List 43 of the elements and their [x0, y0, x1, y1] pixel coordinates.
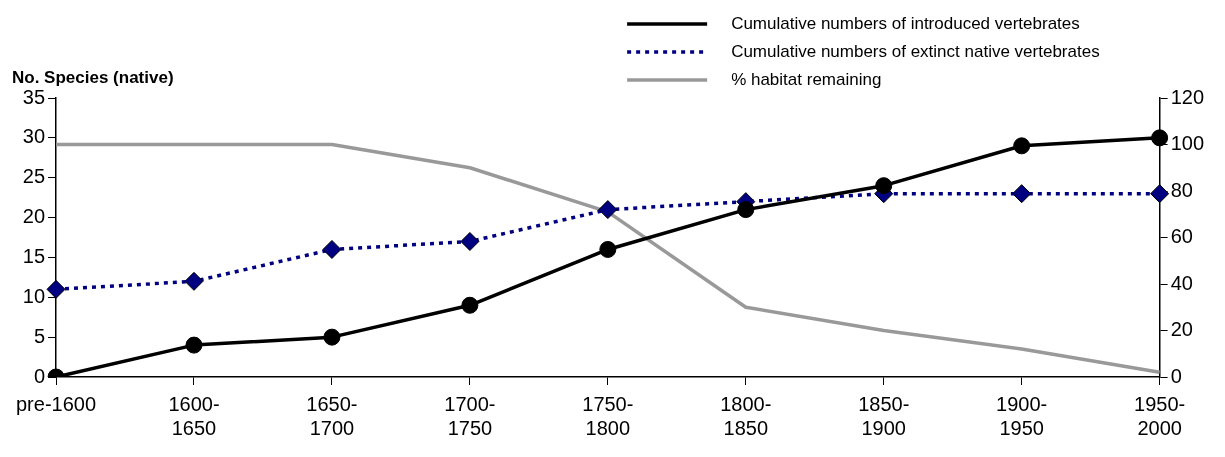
x-tick-label: 1800-1850	[720, 392, 772, 439]
point	[1013, 137, 1031, 155]
y2-tick-label: 0	[1170, 364, 1182, 387]
point	[460, 231, 480, 251]
y-tick-label: 35	[22, 85, 46, 108]
point	[461, 296, 479, 314]
x-tick-label: 1750-1800	[582, 392, 634, 439]
point	[185, 336, 203, 354]
x-tick-label: 1650-1700	[306, 392, 358, 439]
point	[323, 328, 341, 346]
y-tick-label: 5	[33, 324, 46, 347]
x-tick-label: 1700-1750	[444, 392, 496, 439]
legend-label: % habitat remaining	[731, 69, 882, 89]
legend-label: Cumulative numbers of introduced vertebrates	[731, 13, 1080, 33]
y2-tick-label: 100	[1170, 132, 1205, 155]
y-tick-label: 25	[22, 165, 46, 188]
y-axis-title: No. Species (native)	[12, 67, 174, 87]
point	[1150, 184, 1170, 204]
legend-label: Cumulative numbers of extinct native vertebrates	[731, 41, 1100, 61]
point	[875, 177, 893, 195]
y2-tick-label: 80	[1170, 178, 1193, 201]
y-tick-label: 0	[33, 364, 46, 387]
y2-tick-label: 60	[1170, 225, 1193, 248]
point	[1012, 184, 1032, 204]
x-tick-label: pre-1600	[16, 392, 97, 415]
point	[322, 239, 342, 259]
y2-tick-label: 40	[1170, 271, 1193, 294]
point	[598, 200, 618, 220]
y-tick-label: 20	[22, 205, 46, 228]
y-tick-label: 15	[22, 244, 46, 267]
x-tick-label: 1850-1900	[858, 392, 910, 439]
point	[1151, 129, 1169, 147]
x-tick-label: 1900-1950	[996, 392, 1048, 439]
x-tick-label: 1950-2000	[1134, 392, 1186, 439]
point	[737, 201, 755, 219]
y2-tick-label: 120	[1170, 85, 1205, 108]
point	[46, 279, 66, 299]
point	[184, 271, 204, 291]
y-tick-label: 10	[22, 284, 46, 307]
point	[599, 240, 617, 258]
x-tick-label: 1600-1650	[168, 392, 220, 439]
y-tick-label: 30	[22, 125, 46, 148]
y2-tick-label: 20	[1170, 318, 1193, 341]
